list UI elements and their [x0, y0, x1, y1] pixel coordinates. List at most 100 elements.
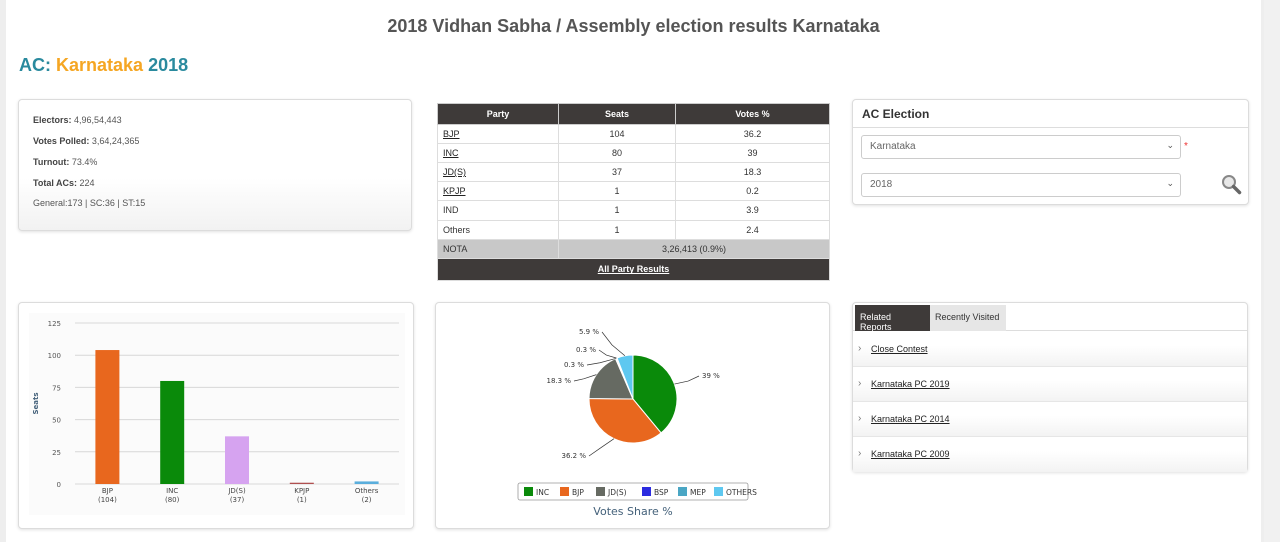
y-tick-label: 50 [52, 417, 61, 425]
chart-legend: INC BJP JD(S) BSP MEP OTHERS [517, 482, 757, 501]
nota-value: 3,26,413 (0.9%) [558, 238, 830, 259]
all-party-results-link[interactable]: All Party Results [597, 264, 670, 275]
state-select[interactable]: Karnataka ⌄ [861, 135, 1181, 159]
bar[interactable] [95, 350, 120, 484]
votes-cell: 2.4 [675, 219, 830, 240]
chart-plot-background [29, 313, 405, 515]
x-tick-label: INC [166, 487, 178, 495]
votes-cell: 18.3 [675, 162, 830, 183]
seats-cell: 1 [558, 200, 676, 221]
x-tick-sublabel: (1) [297, 496, 307, 504]
bar[interactable] [289, 482, 314, 484]
seats-cell: 1 [558, 181, 676, 202]
list-item[interactable]: › Close Contest [853, 332, 1247, 367]
footer-row: All Party Results [437, 257, 830, 282]
legend-label[interactable]: JD(S) [607, 488, 627, 497]
votes-cell: 36.2 [675, 123, 830, 145]
page-title: 2018 Vidhan Sabha / Assembly election re… [387, 16, 880, 36]
results-table: Party Seats Votes % BJP 104 36.2 INC 80 … [437, 103, 830, 282]
x-tick-sublabel: (2) [362, 496, 372, 504]
tab-related-reports[interactable]: Related Reports [855, 305, 930, 332]
x-tick-label: BJP [102, 487, 113, 495]
legend-label[interactable]: BJP [572, 488, 584, 497]
year-select[interactable]: 2018 ⌄ [861, 173, 1181, 197]
list-item[interactable]: › Karnataka PC 2019 [853, 367, 1247, 402]
vote-share-chart-card: 39 % 36.2 % 18.3 % 0.3 % 0.3 % 5.9 % INC BJP JD(… [435, 302, 830, 529]
slice-label: 18.3 % [547, 377, 572, 385]
stat-label: Turnout: [33, 157, 70, 167]
stats-card: Electors: 4,96,54,443 Votes Polled: 3,64… [18, 99, 412, 231]
report-link-pc-2019[interactable]: Karnataka PC 2019 [871, 379, 950, 389]
party-cell: KPJP [437, 181, 559, 202]
table-row: KPJP 1 0.2 [437, 181, 830, 202]
party-cell: Others [437, 219, 559, 240]
tab-bar: Related Reports Recently Visited [853, 303, 1247, 332]
slice-label: 0.3 % [564, 361, 584, 369]
legend-label[interactable]: OTHERS [726, 488, 757, 497]
slice-label: 36.2 % [562, 452, 587, 460]
report-link-close-contest[interactable]: Close Contest [871, 344, 928, 354]
list-item[interactable]: › Karnataka PC 2014 [853, 402, 1247, 437]
slice-leader-line [586, 358, 616, 366]
stat-total-acs: Total ACs: 224 [33, 178, 95, 188]
year-select-value: 2018 [870, 179, 893, 190]
chevron-right-icon: › [858, 378, 862, 389]
table-row: IND 1 3.9 [437, 200, 830, 221]
seats-cell: 80 [558, 143, 676, 164]
chevron-down-icon: ⌄ [1166, 178, 1174, 188]
y-tick-label: 100 [48, 352, 61, 360]
legend-frame [517, 482, 749, 501]
bar[interactable] [354, 481, 379, 484]
tab-recently-visited[interactable]: Recently Visited [930, 305, 1006, 331]
legend-label[interactable]: INC [536, 488, 549, 497]
votes-cell: 0.2 [675, 181, 830, 202]
slice-leader-line [598, 349, 617, 359]
vote-share-pie-chart: 39 % 36.2 % 18.3 % 0.3 % 0.3 % 5.9 % INC BJP JD(… [448, 313, 818, 518]
page: 2018 Vidhan Sabha / Assembly election re… [6, 0, 1261, 542]
legend-swatch [642, 487, 651, 496]
legend-swatch [678, 487, 687, 496]
table-row: INC 80 39 [437, 143, 830, 164]
legend-label[interactable]: BSP [654, 488, 669, 497]
stat-value: 73.4% [71, 157, 98, 167]
table-row: Others 1 2.4 [437, 219, 830, 240]
ac-election-card: AC Election Karnataka ⌄ * 2018 ⌄ [852, 99, 1249, 205]
table-row: BJP 104 36.2 [437, 123, 830, 145]
pie-slice[interactable] [616, 354, 634, 400]
bar[interactable] [225, 436, 249, 484]
y-tick-label: 0 [57, 481, 61, 489]
bar[interactable] [160, 380, 185, 484]
scrollbar-track[interactable] [1264, 0, 1280, 542]
report-link-pc-2014[interactable]: Karnataka PC 2014 [871, 414, 950, 424]
party-link-kpjp[interactable]: KPJP [443, 186, 466, 197]
ac-election-title: AC Election [853, 100, 1248, 128]
x-tick-label: Others [355, 487, 379, 495]
stat-value: 4,96,54,443 [74, 115, 122, 125]
stat-votes-polled: Votes Polled: 3,64,24,365 [33, 136, 139, 146]
y-tick-label: 125 [48, 320, 61, 328]
related-reports-card: Related Reports Recently Visited › Close… [852, 302, 1248, 472]
list-item[interactable]: › Karnataka PC 2009 [853, 437, 1247, 472]
pie-slice[interactable] [588, 397, 662, 444]
seats-bar-chart: 0 25 50 75 100 125 Seats BJP(104) INC(80) JD(S)(3… [29, 313, 405, 515]
legend-label[interactable]: MEP [690, 488, 706, 497]
stat-electors: Electors: 4,96,54,443 [33, 115, 122, 125]
y-tick-label: 75 [52, 384, 61, 392]
party-link-inc[interactable]: INC [443, 148, 459, 159]
column-header: Votes % [675, 103, 830, 125]
stat-value: 3,64,24,365 [91, 136, 140, 146]
party-link-jds[interactable]: JD(S) [443, 167, 466, 178]
party-cell: IND [437, 200, 559, 221]
seats-cell: 1 [558, 219, 676, 240]
slice-label: 0.3 % [576, 346, 596, 354]
search-button[interactable] [1220, 173, 1242, 195]
x-tick-label: JD(S) [227, 487, 246, 495]
y-axis-label: Seats [32, 392, 40, 414]
x-tick-sublabel: (37) [230, 496, 245, 504]
chevron-right-icon: › [858, 448, 862, 459]
report-link-pc-2009[interactable]: Karnataka PC 2009 [871, 449, 950, 459]
ac-prefix: AC: [19, 55, 51, 75]
stat-breakdown: General:173 | SC:36 | ST:15 [33, 198, 146, 208]
party-link-bjp[interactable]: BJP [443, 129, 460, 140]
column-header: Party [437, 103, 559, 125]
